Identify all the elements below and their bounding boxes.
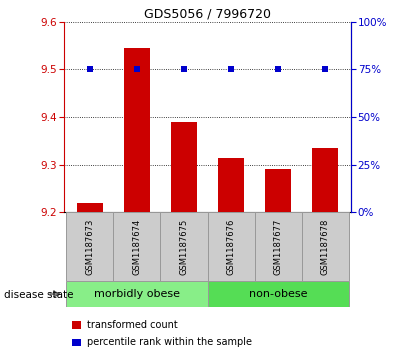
Point	[275, 66, 282, 72]
Bar	[312, 148, 338, 212]
Point	[86, 66, 93, 72]
Text: GSM1187673: GSM1187673	[85, 219, 94, 275]
Bar	[77, 203, 103, 212]
Text: transformed count: transformed count	[87, 320, 178, 330]
Text: GSM1187678: GSM1187678	[321, 219, 330, 275]
Bar	[266, 170, 291, 212]
Bar	[171, 122, 197, 212]
Text: morbidly obese: morbidly obese	[94, 289, 180, 299]
Bar	[208, 281, 349, 307]
Text: GSM1187677: GSM1187677	[274, 219, 283, 275]
Text: GSM1187675: GSM1187675	[180, 219, 189, 275]
Bar	[208, 212, 255, 281]
Bar	[160, 212, 208, 281]
Bar	[124, 48, 150, 212]
Text: GSM1187676: GSM1187676	[226, 219, 236, 275]
Bar	[66, 212, 113, 281]
Point	[228, 66, 234, 72]
Text: non-obese: non-obese	[249, 289, 307, 299]
Point	[322, 66, 329, 72]
Bar	[255, 212, 302, 281]
Text: percentile rank within the sample: percentile rank within the sample	[87, 337, 252, 347]
Bar	[113, 212, 160, 281]
Text: disease state: disease state	[4, 290, 74, 300]
Point	[181, 66, 187, 72]
Point	[134, 66, 140, 72]
Bar	[66, 281, 208, 307]
Bar	[302, 212, 349, 281]
Title: GDS5056 / 7996720: GDS5056 / 7996720	[144, 8, 271, 21]
Text: GSM1187674: GSM1187674	[132, 219, 141, 275]
Bar	[218, 158, 244, 212]
